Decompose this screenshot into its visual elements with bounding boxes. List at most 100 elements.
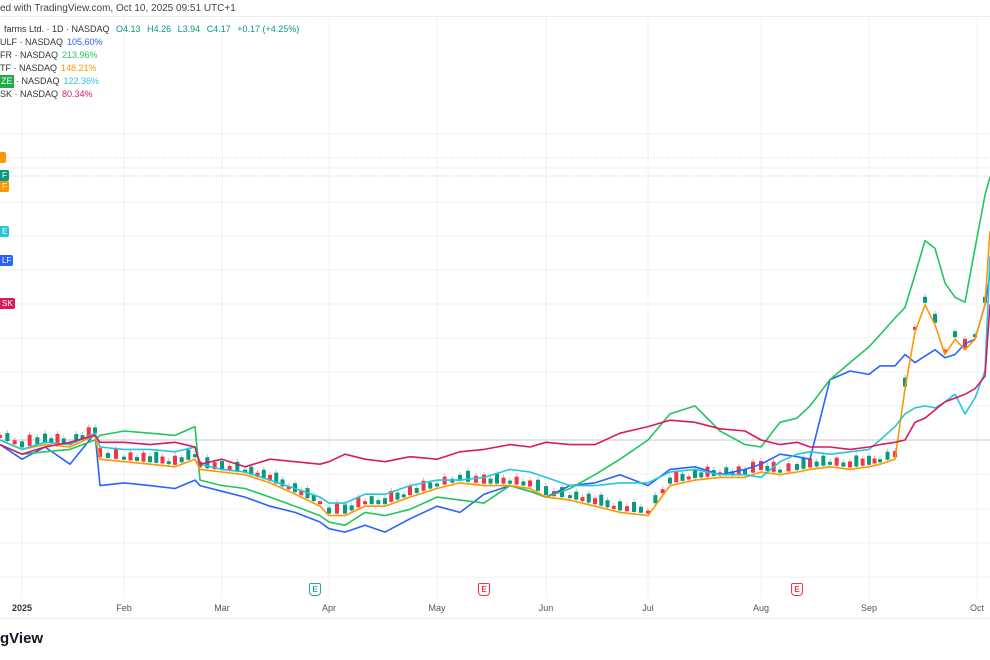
candlestick: [786, 460, 791, 475]
legend: farms Ltd. · 1D · NASDAQ O4.13 H4.26 L3.…: [0, 23, 299, 101]
candlestick: [536, 476, 540, 494]
candlestick: [724, 464, 729, 479]
legend-compare-sk[interactable]: SK · NASDAQ 80.34%: [0, 88, 299, 101]
price-scale-badge: F: [0, 170, 9, 181]
footer-divider: [0, 618, 990, 619]
compare-symbol-name: TF · NASDAQ: [0, 63, 58, 73]
series-line-tf[interactable]: [0, 230, 990, 517]
candlestick: [514, 473, 519, 488]
earnings-marker-icon[interactable]: E: [309, 583, 321, 596]
candlestick: [268, 471, 272, 484]
candlestick: [668, 474, 672, 487]
x-axis-label: Aug: [752, 603, 770, 613]
candlestick: [0, 432, 2, 441]
earnings-marker-icon[interactable]: E: [478, 583, 490, 596]
candlestick: [605, 497, 610, 511]
x-axis-label: Jul: [642, 603, 654, 613]
candlestick: [249, 463, 254, 478]
candlestick: [179, 454, 184, 466]
candlestick: [625, 503, 629, 515]
compare-percent-value: 122.36%: [63, 76, 100, 86]
price-chart[interactable]: [0, 0, 990, 600]
price-scale-badge: E: [0, 226, 10, 237]
earnings-marker-icon[interactable]: E: [791, 583, 803, 596]
candlestick: [235, 458, 240, 475]
candlestick: [274, 469, 279, 487]
legend-main-symbol[interactable]: farms Ltd. · 1D · NASDAQ O4.13 H4.26 L3.…: [0, 23, 299, 36]
candlestick: [141, 449, 146, 465]
main-symbol-name: farms Ltd. · 1D · NASDAQ: [4, 24, 110, 34]
candlestick: [128, 449, 133, 464]
candlestick: [680, 470, 685, 484]
series-line-sk[interactable]: [0, 304, 990, 468]
candlestick: [106, 450, 110, 462]
price-scale-badge: LF: [0, 255, 14, 266]
tradingview-logo[interactable]: gView: [0, 630, 44, 647]
x-axis-label: Sep: [860, 603, 878, 613]
candlestick: [27, 431, 32, 449]
candlestick: [349, 502, 354, 514]
candlestick: [834, 454, 839, 469]
price-scale-badge: [0, 152, 7, 163]
candlestick: [383, 495, 387, 508]
x-axis-label: 2025: [11, 603, 33, 613]
candlestick: [458, 471, 462, 484]
legend-compare-fr[interactable]: FR · NASDAQ 213.96%: [0, 49, 299, 62]
candlestick: [501, 474, 506, 487]
x-axis-label: Feb: [116, 603, 132, 613]
legend-compare-ulf[interactable]: ULF · NASDAQ 105.60%: [0, 36, 299, 49]
candlestick: [953, 328, 957, 341]
candlestick: [867, 452, 871, 468]
candlestick: [653, 492, 658, 507]
candlestick: [586, 490, 591, 506]
compare-percent-value: 148.21%: [61, 63, 97, 73]
candlestick: [173, 452, 177, 468]
candlestick: [160, 453, 165, 467]
candlestick: [343, 501, 347, 517]
candlestick: [466, 467, 470, 485]
compare-symbol-name: ZE · NASDAQ: [0, 75, 60, 88]
x-axis-label: Oct: [969, 603, 985, 613]
published-text: ed with TradingView.com, Oct 10, 2025 09…: [0, 3, 236, 14]
candlestick: [632, 498, 636, 515]
candlestick: [814, 458, 819, 470]
compare-symbol-name: SK · NASDAQ: [0, 89, 59, 99]
high-value: H4.26: [147, 24, 172, 34]
candlestick: [618, 498, 622, 514]
candlestick: [593, 495, 597, 508]
candlestick: [544, 483, 548, 499]
candlestick: [528, 477, 532, 490]
candlestick: [280, 476, 285, 490]
compare-symbol-name: ULF · NASDAQ: [0, 37, 64, 47]
candlestick: [61, 435, 66, 448]
candlestick: [20, 438, 24, 451]
candlestick: [220, 458, 224, 474]
candlestick: [848, 458, 852, 471]
candlestick: [474, 472, 478, 486]
candlestick: [335, 499, 339, 517]
candlestick: [5, 430, 10, 445]
candlestick: [369, 493, 374, 508]
x-axis-label: May: [428, 603, 446, 613]
candlestick: [885, 448, 890, 463]
header-bar: ed with TradingView.com, Oct 10, 2025 09…: [0, 0, 990, 17]
series-line-ulf[interactable]: [0, 274, 990, 533]
series-line-fr[interactable]: [0, 176, 990, 527]
candlestick: [795, 461, 799, 474]
series-line-ze[interactable]: [0, 256, 990, 504]
compare-symbol-name: FR · NASDAQ: [0, 50, 59, 60]
legend-compare-ze[interactable]: ZE · NASDAQ 122.36%: [0, 75, 299, 88]
candlestick: [43, 430, 47, 446]
legend-compare-tf[interactable]: TF · NASDAQ 148.21%: [0, 62, 299, 75]
candlestick: [482, 471, 486, 487]
open-value: O4.13: [116, 24, 141, 34]
low-value: L3.94: [177, 24, 201, 34]
x-axis-label: Mar: [214, 603, 230, 613]
candlestick: [261, 466, 266, 482]
x-axis-label: Apr: [321, 603, 337, 613]
candlestick: [743, 466, 747, 479]
candlestick: [923, 293, 927, 306]
compare-percent-value: 105.60%: [67, 37, 103, 47]
candlestick: [148, 453, 152, 466]
price-scale-badge: F: [0, 181, 9, 192]
